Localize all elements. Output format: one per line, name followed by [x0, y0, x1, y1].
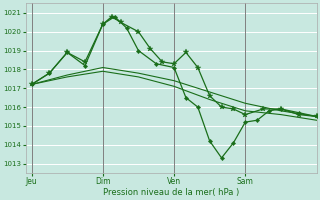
X-axis label: Pression niveau de la mer( hPa ): Pression niveau de la mer( hPa ): [103, 188, 239, 197]
